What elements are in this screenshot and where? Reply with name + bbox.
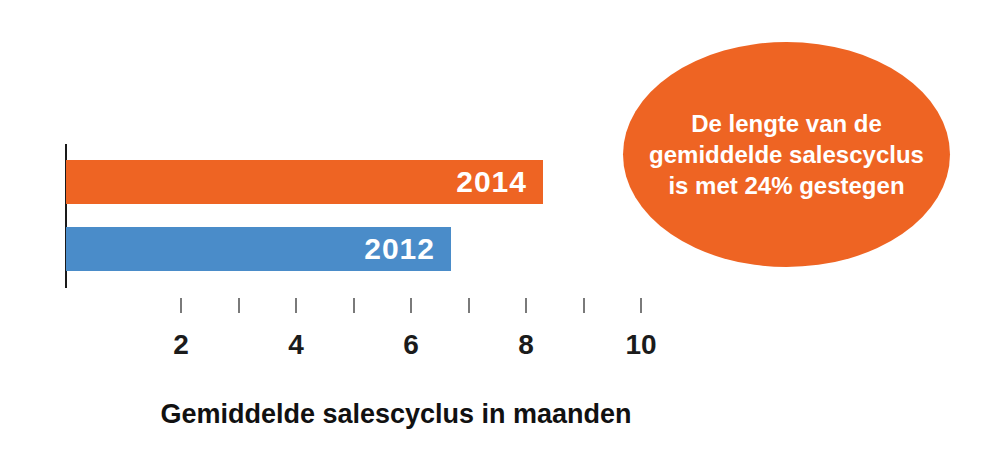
x-axis-tick xyxy=(180,298,182,313)
callout-text-line: gemiddelde salescyclus xyxy=(649,139,924,170)
x-axis-tick xyxy=(640,298,642,313)
bar-2014: 2014 xyxy=(66,160,543,204)
x-axis-tick-label: 8 xyxy=(518,331,534,359)
bar-2014-label: 2014 xyxy=(456,167,527,197)
x-axis-tick-label: 4 xyxy=(288,331,304,359)
x-axis-tick xyxy=(238,298,240,313)
callout-text-line: is met 24% gestegen xyxy=(668,170,904,201)
chart-canvas: 2014 2012 2 4 6 8 10 Gemiddelde salescyclus … xyxy=(0,0,1000,470)
x-axis-tick xyxy=(525,298,527,313)
x-axis-tick xyxy=(410,298,412,313)
x-axis-title: Gemiddelde salescyclus in maanden xyxy=(66,399,726,430)
callout-ellipse: De lengte van de gemiddelde salescyclus … xyxy=(623,42,950,267)
x-axis-tick-label: 2 xyxy=(173,331,189,359)
x-axis-tick xyxy=(353,298,355,313)
x-axis-tick-label: 10 xyxy=(625,331,656,359)
x-axis-tick xyxy=(295,298,297,313)
x-axis-tick-label: 6 xyxy=(403,331,419,359)
bar-2012-label: 2012 xyxy=(364,234,435,264)
x-axis-tick xyxy=(468,298,470,313)
x-axis-tick xyxy=(583,298,585,313)
callout-text-line: De lengte van de xyxy=(691,108,882,139)
bar-2012: 2012 xyxy=(66,227,451,271)
